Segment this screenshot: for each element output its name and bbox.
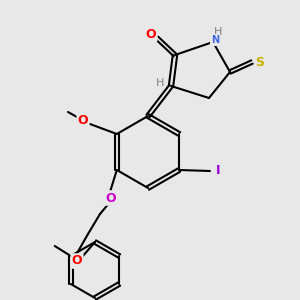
Text: I: I [216, 164, 220, 178]
Text: O: O [78, 113, 88, 127]
Text: H: H [214, 27, 222, 37]
Text: O: O [72, 254, 82, 268]
Text: O: O [106, 191, 116, 205]
Text: H: H [156, 78, 164, 88]
Text: O: O [146, 28, 156, 40]
Text: S: S [256, 56, 265, 68]
Text: N: N [211, 35, 219, 45]
